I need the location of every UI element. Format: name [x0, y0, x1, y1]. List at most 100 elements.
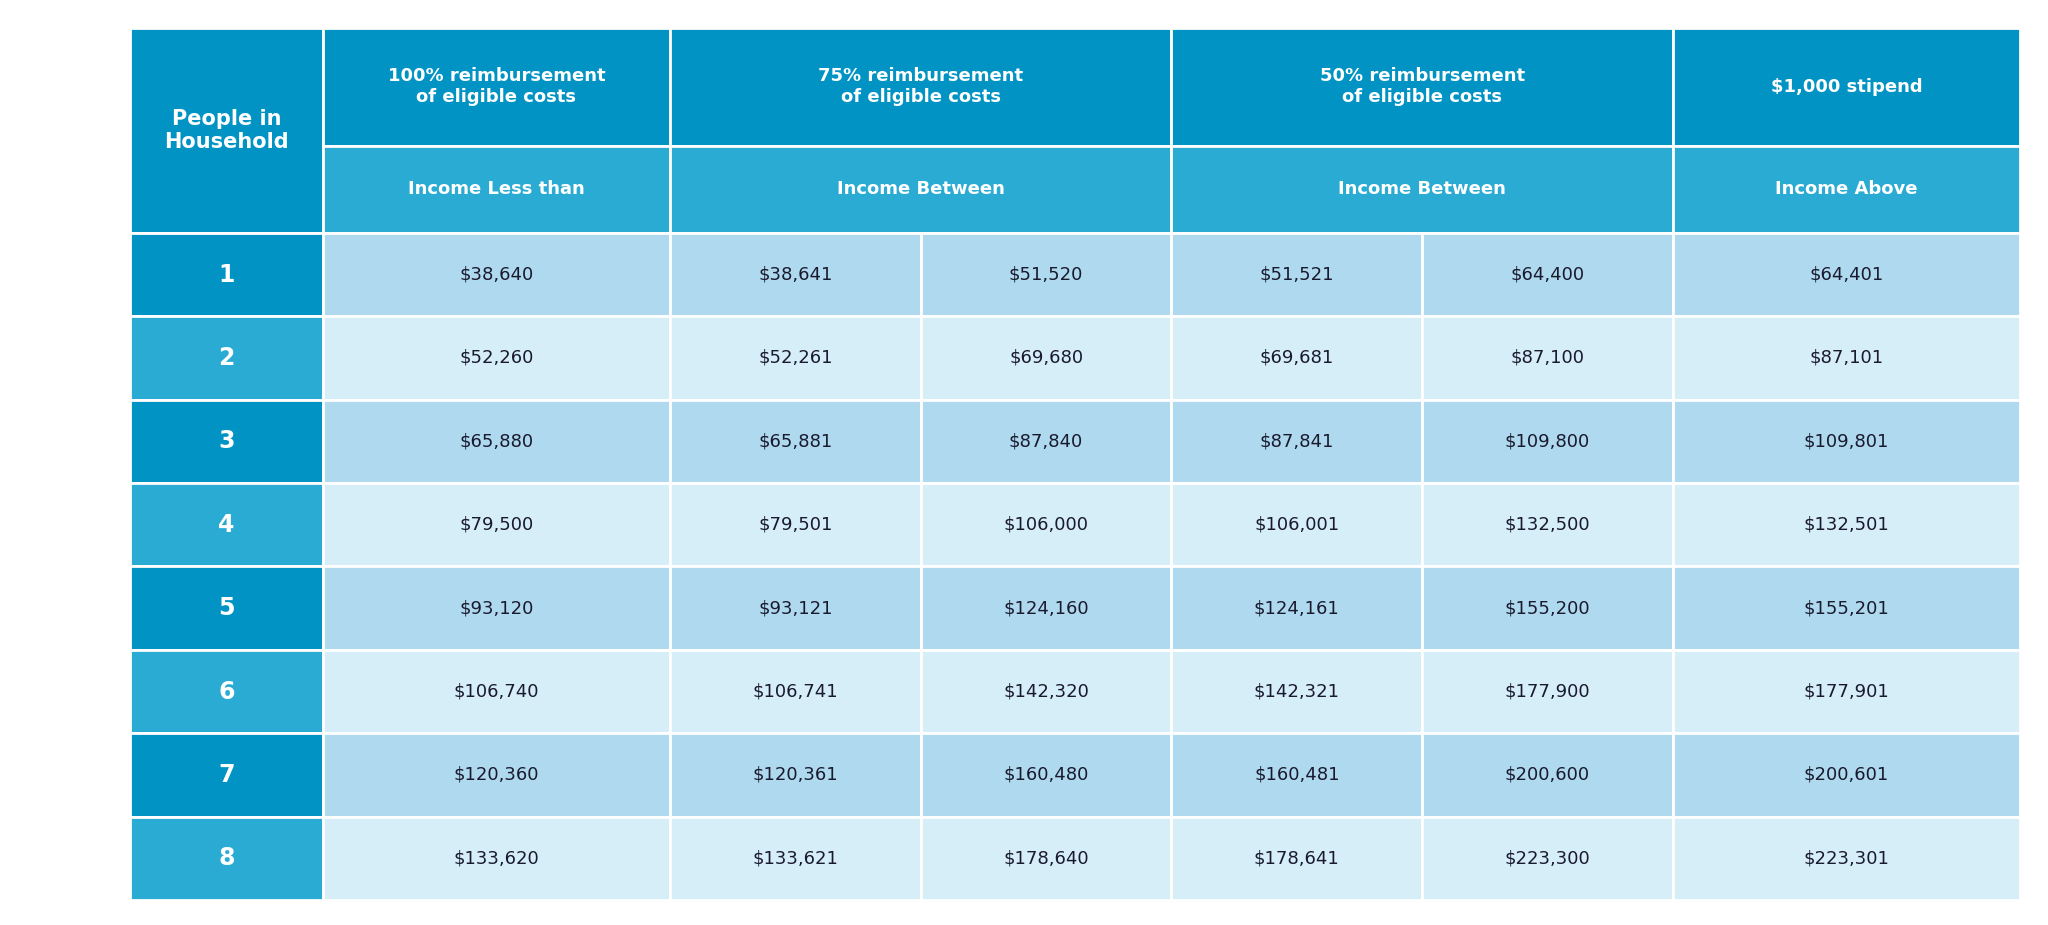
Text: 8: 8	[219, 846, 236, 870]
Text: $38,641: $38,641	[758, 265, 834, 284]
Bar	[922, 566, 1171, 650]
Bar	[129, 650, 324, 734]
Text: 4: 4	[219, 512, 236, 536]
Bar	[922, 734, 1171, 817]
Text: 3: 3	[219, 429, 236, 453]
Text: 75% reimbursement
of eligible costs: 75% reimbursement of eligible costs	[817, 68, 1024, 106]
Text: $52,260: $52,260	[459, 349, 535, 367]
Text: $120,361: $120,361	[752, 766, 838, 783]
Text: $177,900: $177,900	[1505, 683, 1591, 700]
Bar	[129, 483, 324, 566]
Text: $133,620: $133,620	[453, 849, 539, 868]
Text: $87,841: $87,841	[1260, 432, 1333, 450]
Text: $52,261: $52,261	[758, 349, 834, 367]
Text: $1,000 stipend: $1,000 stipend	[1772, 78, 1923, 96]
Text: 5: 5	[219, 596, 236, 620]
Text: $132,500: $132,500	[1505, 516, 1591, 534]
Text: $132,501: $132,501	[1804, 516, 1890, 534]
Bar	[670, 146, 1171, 233]
Bar	[1421, 650, 1673, 734]
Bar	[1673, 146, 2019, 233]
Text: $177,901: $177,901	[1804, 683, 1890, 700]
Text: Income Above: Income Above	[1776, 180, 1917, 198]
Bar	[129, 400, 324, 483]
Bar	[324, 233, 670, 316]
Text: $106,001: $106,001	[1253, 516, 1339, 534]
Text: $65,880: $65,880	[459, 432, 532, 450]
Text: $69,681: $69,681	[1260, 349, 1333, 367]
Bar	[1171, 400, 1421, 483]
Bar	[1421, 483, 1673, 566]
Text: $142,320: $142,320	[1004, 683, 1090, 700]
Text: $51,521: $51,521	[1260, 265, 1333, 284]
Text: $124,161: $124,161	[1253, 599, 1339, 617]
Bar	[1171, 483, 1421, 566]
Text: $79,500: $79,500	[459, 516, 535, 534]
Text: $109,801: $109,801	[1804, 432, 1888, 450]
Bar	[1421, 566, 1673, 650]
Text: $38,640: $38,640	[459, 265, 535, 284]
Bar	[1171, 650, 1421, 734]
Bar	[324, 316, 670, 400]
Text: 2: 2	[219, 346, 236, 370]
Bar	[324, 817, 670, 900]
Bar	[922, 483, 1171, 566]
Bar	[1673, 650, 2019, 734]
Bar	[922, 400, 1171, 483]
Bar	[129, 734, 324, 817]
Bar	[1171, 734, 1421, 817]
Text: $155,200: $155,200	[1505, 599, 1591, 617]
Text: $69,680: $69,680	[1010, 349, 1083, 367]
Bar	[1673, 233, 2019, 316]
Bar	[129, 233, 324, 316]
Text: $223,301: $223,301	[1804, 849, 1890, 868]
Text: Income Between: Income Between	[1337, 180, 1505, 198]
Bar	[1673, 316, 2019, 400]
Bar	[1673, 483, 2019, 566]
Bar	[324, 566, 670, 650]
Text: 6: 6	[219, 680, 236, 704]
Text: $223,300: $223,300	[1505, 849, 1591, 868]
Text: $87,840: $87,840	[1010, 432, 1083, 450]
Text: $124,160: $124,160	[1004, 599, 1090, 617]
Bar	[1421, 734, 1673, 817]
Text: $178,640: $178,640	[1004, 849, 1090, 868]
Text: $178,641: $178,641	[1253, 849, 1339, 868]
Bar	[1171, 146, 1673, 233]
Bar	[670, 817, 922, 900]
Bar	[1673, 566, 2019, 650]
Bar	[1673, 28, 2019, 146]
Bar	[670, 316, 922, 400]
Text: $79,501: $79,501	[758, 516, 834, 534]
Bar	[129, 316, 324, 400]
Text: 50% reimbursement
of eligible costs: 50% reimbursement of eligible costs	[1319, 68, 1524, 106]
Bar	[922, 817, 1171, 900]
Bar	[670, 28, 1171, 146]
Bar	[1171, 28, 1673, 146]
Bar	[1673, 734, 2019, 817]
Text: Income Less than: Income Less than	[408, 180, 586, 198]
Text: 1: 1	[219, 263, 236, 287]
Text: $65,881: $65,881	[758, 432, 831, 450]
Bar	[1171, 817, 1421, 900]
Text: $142,321: $142,321	[1253, 683, 1339, 700]
Bar	[670, 233, 922, 316]
Text: $160,481: $160,481	[1253, 766, 1339, 783]
Text: $51,520: $51,520	[1010, 265, 1083, 284]
Bar	[1421, 817, 1673, 900]
Text: $200,601: $200,601	[1804, 766, 1888, 783]
Text: $133,621: $133,621	[752, 849, 838, 868]
Text: $160,480: $160,480	[1004, 766, 1090, 783]
Text: $93,120: $93,120	[459, 599, 535, 617]
Bar	[1171, 566, 1421, 650]
Text: $93,121: $93,121	[758, 599, 834, 617]
Bar	[670, 566, 922, 650]
Bar	[670, 734, 922, 817]
Text: $106,740: $106,740	[455, 683, 539, 700]
Text: $155,201: $155,201	[1804, 599, 1890, 617]
Bar	[670, 400, 922, 483]
Text: 7: 7	[219, 763, 236, 787]
Bar	[324, 400, 670, 483]
Text: 100% reimbursement
of eligible costs: 100% reimbursement of eligible costs	[387, 68, 606, 106]
Text: $200,600: $200,600	[1505, 766, 1589, 783]
